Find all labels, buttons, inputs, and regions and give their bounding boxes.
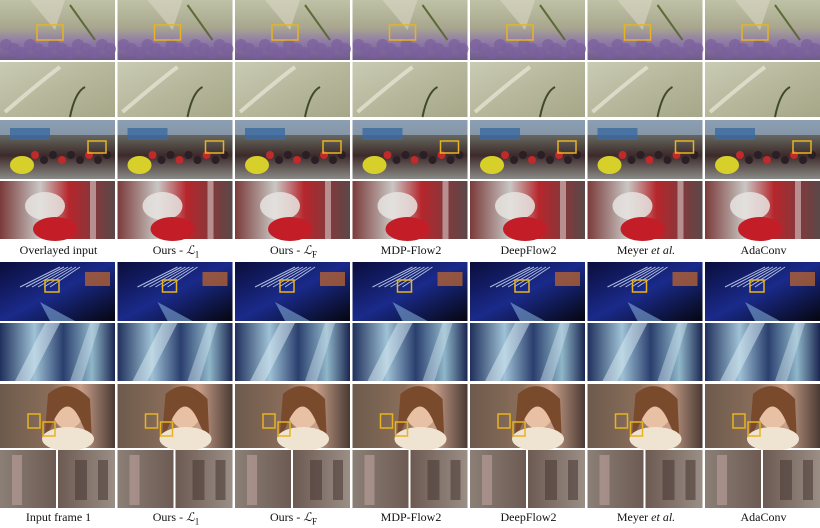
top-caption-5: DeepFlow2 [500, 243, 557, 257]
panel-r7-c2 [117, 384, 233, 451]
panel-r5-c7 [705, 262, 820, 321]
panel-r3-c2 [117, 120, 233, 179]
panel-r7-c5 [470, 384, 585, 451]
top-caption-4: MDP-Flow2 [380, 243, 442, 257]
bottom-caption-5: DeepFlow2 [500, 510, 557, 524]
bottom-caption-4: MDP-Flow2 [380, 510, 442, 524]
panel-r4-c4 [352, 181, 468, 241]
panel-r7-c3 [235, 384, 350, 451]
panel-r1-c1 [0, 0, 116, 60]
panel-r1-c4 [352, 0, 469, 60]
bottom-caption-3: Ours - ℒF [270, 510, 317, 527]
panel-r4-c1 [0, 181, 115, 241]
panel-r8-c1 [0, 450, 115, 508]
panel-r4-c5 [470, 181, 585, 241]
panel-r7-c7 [705, 384, 820, 451]
panel-r2-c5 [470, 62, 585, 118]
panel-r1-c3 [235, 0, 351, 60]
panel-r1-c7 [705, 0, 820, 60]
panel-r8-c5 [470, 450, 585, 508]
top-caption-2: Ours - ℒ1 [152, 243, 200, 260]
panel-r1-c2 [117, 0, 234, 60]
panel-r3-c1 [0, 120, 115, 179]
panel-r3-c4 [352, 120, 468, 179]
panel-r7-c6 [587, 384, 703, 451]
panel-r6-c1 [0, 323, 115, 381]
panel-r4-c6 [587, 181, 703, 241]
top-caption-7: AdaConv [740, 243, 787, 257]
panel-r4-c2 [117, 181, 233, 241]
panel-r7-c4 [352, 384, 468, 451]
panel-r2-c7 [705, 62, 820, 118]
panel-r2-c1 [0, 62, 115, 118]
panel-r8-c7 [705, 450, 820, 508]
panel-r3-c3 [235, 120, 350, 179]
panel-r5-c4 [352, 262, 468, 321]
panel-r2-c6 [587, 62, 703, 118]
panel-r2-c3 [235, 62, 350, 118]
panel-r1-c6 [587, 0, 704, 60]
panel-r7-c1 [0, 384, 115, 451]
panel-r5-c1 [0, 262, 115, 321]
bottom-caption-2: Ours - ℒ1 [152, 510, 200, 527]
panel-r8-c6 [587, 450, 703, 508]
panel-r6-c3 [235, 323, 350, 381]
bottom-caption-1: Input frame 1 [25, 510, 92, 524]
panel-r2-c4 [352, 62, 468, 118]
panel-r5-c3 [235, 262, 350, 321]
panel-r6-c4 [352, 323, 468, 381]
panel-r3-c7 [705, 120, 820, 179]
panel-r5-c6 [587, 262, 703, 321]
bottom-caption-7: AdaConv [740, 510, 787, 524]
top-caption-1: Overlayed input [19, 243, 98, 257]
panel-r8-c3 [235, 450, 350, 508]
panel-r6-c6 [587, 323, 703, 381]
panel-r4-c7 [705, 181, 820, 241]
panel-r8-c4 [352, 450, 468, 508]
top-caption-3: Ours - ℒF [270, 243, 317, 260]
panel-r1-c5 [470, 0, 586, 60]
panel-r6-c5 [470, 323, 585, 381]
panel-r5-c5 [470, 262, 585, 321]
panel-r6-c2 [117, 323, 233, 381]
panel-r2-c2 [117, 62, 233, 118]
panel-r6-c7 [705, 323, 820, 381]
panel-r5-c2 [117, 262, 233, 321]
panel-r3-c5 [470, 120, 585, 179]
panel-r4-c3 [235, 181, 350, 241]
panel-r8-c2 [117, 450, 233, 508]
panel-r3-c6 [587, 120, 703, 179]
bottom-caption-6: Meyer et al. [616, 510, 676, 524]
top-caption-6: Meyer et al. [616, 243, 676, 257]
